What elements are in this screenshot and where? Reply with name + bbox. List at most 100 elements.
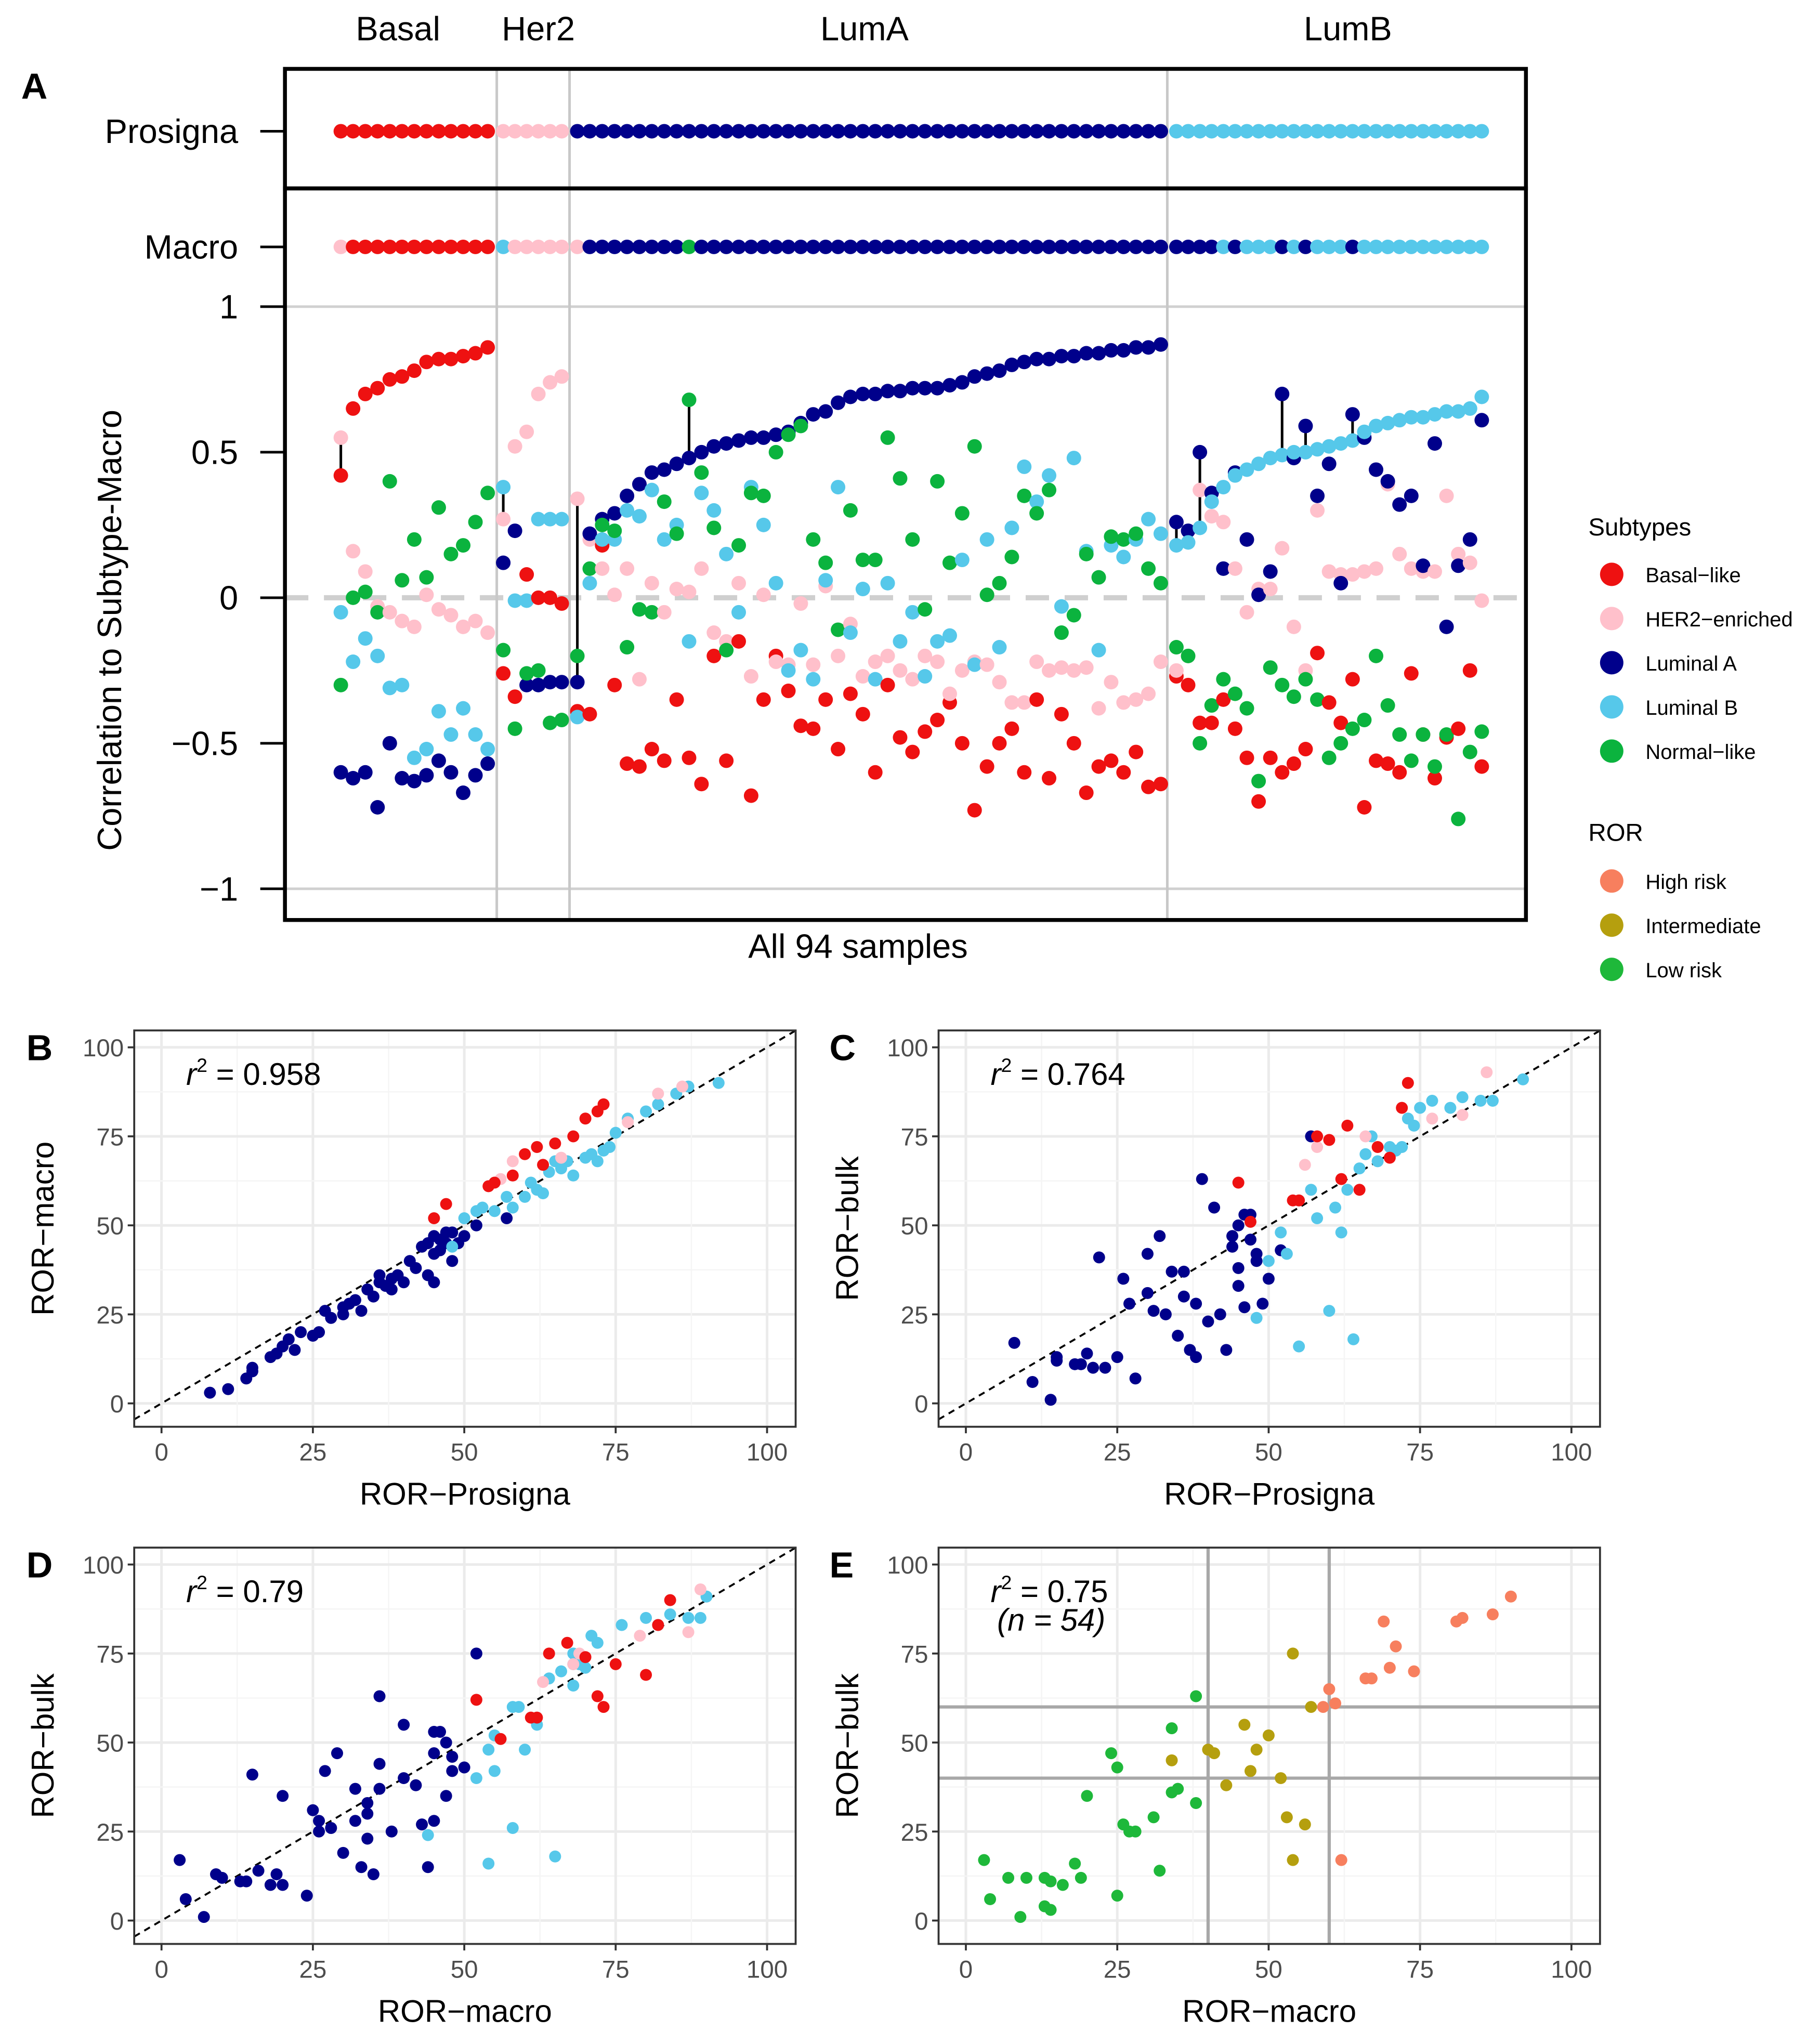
point-basal — [743, 788, 758, 803]
point-her2 — [756, 587, 771, 602]
y-tick-label: 25 — [901, 1819, 928, 1846]
point-lumb — [1416, 410, 1431, 425]
macro-call-luma — [1141, 239, 1156, 254]
y-tick-label: 50 — [901, 1730, 928, 1758]
point-lumb — [930, 634, 945, 649]
point-luma — [657, 462, 672, 477]
point-luma — [893, 384, 908, 399]
point-intermediate — [1287, 1647, 1299, 1660]
point-normal — [843, 503, 858, 518]
point-luma — [370, 800, 385, 815]
point-lumb — [1341, 1184, 1354, 1196]
panel-c-plot: 0 0 25 25 50 50 75 75 100 100 ROR−Prosigna ROR−bulk… — [830, 1029, 1601, 1512]
point-basal — [1029, 692, 1044, 707]
prosigna-call-luma — [1129, 124, 1144, 139]
point-basal — [470, 1694, 482, 1706]
point-luma — [349, 1783, 361, 1795]
legend-swatch-lumb — [1600, 695, 1623, 719]
point-normal — [346, 590, 361, 605]
prosigna-call-luma — [930, 124, 945, 139]
point-normal — [1141, 561, 1156, 576]
point-lumb — [818, 573, 833, 588]
point-luma — [1214, 1308, 1226, 1320]
plot-frame — [283, 186, 1528, 922]
prosigna-call-lumb — [1357, 124, 1372, 139]
point-her2 — [806, 657, 821, 672]
point-luma — [743, 430, 758, 445]
point-basal — [682, 750, 697, 765]
point-normal — [942, 555, 957, 570]
legend-label-intermediate: Intermediate — [1645, 915, 1761, 938]
point-her2 — [1104, 675, 1119, 690]
point-her2 — [443, 608, 459, 623]
point-luma — [1190, 1298, 1202, 1310]
point-basal — [855, 706, 870, 722]
point-lumb — [507, 593, 522, 608]
point-intermediate — [1287, 1854, 1299, 1866]
point-lumb — [1474, 389, 1489, 404]
point-lumb — [443, 727, 459, 742]
group-label-luma: LumA — [820, 9, 909, 47]
point-luma — [1075, 1358, 1087, 1370]
point-lumb — [1116, 549, 1131, 565]
macro-call-luma — [806, 239, 821, 254]
point-luma — [582, 526, 597, 541]
point-basal — [468, 346, 483, 361]
legend-label-high: High risk — [1645, 871, 1727, 894]
point-luma — [531, 677, 546, 692]
point-her2 — [652, 1087, 664, 1100]
point-luma — [333, 765, 348, 780]
x-tick-label: 100 — [1551, 1956, 1592, 1984]
point-her2 — [1359, 1130, 1372, 1143]
prosigna-call-luma — [843, 124, 858, 139]
row-label-macro: Macro — [145, 228, 239, 266]
point-basal — [443, 351, 459, 366]
point-basal — [582, 706, 597, 722]
point-lumb — [992, 640, 1007, 655]
x-tick-label: 25 — [1104, 1956, 1131, 1984]
point-her2 — [1311, 1141, 1324, 1154]
point-normal — [1298, 672, 1313, 687]
point-basal — [1321, 695, 1337, 710]
point-her2 — [1427, 564, 1442, 579]
point-luma — [607, 506, 622, 521]
point-lumb — [1335, 1226, 1347, 1239]
legend-label-luma: Luminal A — [1645, 652, 1737, 675]
point-lumb — [1392, 413, 1407, 428]
point-luma — [349, 1815, 361, 1827]
point-basal — [561, 1636, 573, 1649]
point-her2 — [880, 648, 895, 663]
group-label-her2: Her2 — [502, 9, 575, 47]
prosigna-call-her2 — [543, 124, 558, 139]
point-luma — [1129, 340, 1144, 355]
point-luma — [428, 1747, 440, 1760]
prosigna-call-luma — [818, 124, 833, 139]
point-basal — [1286, 756, 1301, 771]
point-lumb — [1017, 459, 1032, 474]
point-lumb — [1293, 1340, 1305, 1353]
prosigna-call-basal — [382, 124, 397, 139]
point-luma — [1451, 558, 1466, 573]
point-lumb — [1042, 468, 1057, 483]
x-tick-label: 0 — [959, 1956, 973, 1984]
point-luma — [313, 1815, 325, 1827]
point-normal — [1042, 482, 1057, 497]
legend-label-her2: HER2−enriched — [1645, 608, 1792, 631]
y-tick-label: 75 — [96, 1123, 124, 1151]
point-luma — [422, 1861, 434, 1873]
point-normal — [443, 546, 459, 561]
point-luma — [1111, 1351, 1123, 1364]
macro-call-her2 — [543, 239, 558, 254]
point-basal — [1427, 771, 1442, 786]
point-luma — [367, 1868, 379, 1880]
macro-call-her2 — [570, 239, 585, 254]
point-luma — [905, 381, 920, 396]
point-low — [1002, 1871, 1015, 1884]
x-tick-label: 75 — [1406, 1956, 1434, 1984]
macro-call-luma — [793, 239, 808, 254]
x-tick-label: 75 — [602, 1956, 630, 1984]
point-normal — [620, 640, 635, 655]
point-luma — [1216, 561, 1231, 576]
point-basal — [1091, 759, 1106, 774]
point-luma — [270, 1868, 283, 1880]
